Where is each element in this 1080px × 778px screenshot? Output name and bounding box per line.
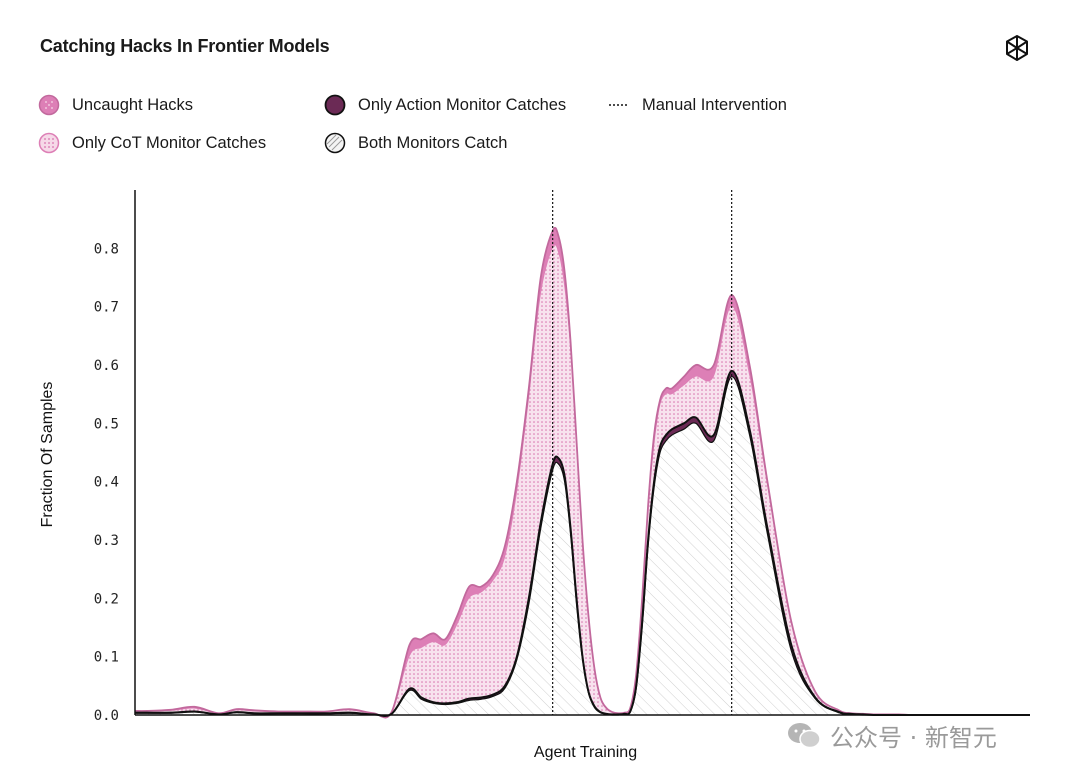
wechat-icon	[788, 722, 821, 748]
action-only-swatch-icon	[324, 94, 346, 116]
legend-item-action-only: Only Action Monitor Catches	[324, 94, 566, 116]
legend-item-cot-only: Only CoT Monitor Catches	[38, 132, 266, 154]
area-only-cot-monitor	[135, 245, 1030, 718]
y-tick-label: 0.0	[94, 708, 119, 724]
y-tick-label: 0.6	[94, 358, 119, 374]
y-axis-title: Fraction Of Samples	[39, 382, 56, 528]
legend-label-both: Both Monitors Catch	[358, 133, 508, 152]
uncaught-swatch-icon	[38, 94, 60, 116]
legend: Uncaught Hacks Only CoT Monitor Catches …	[38, 90, 838, 160]
cot-only-swatch-icon	[38, 132, 60, 154]
y-tick-label: 0.5	[94, 416, 119, 432]
legend-label-cot-only: Only CoT Monitor Catches	[72, 133, 267, 152]
legend-label-action-only: Only Action Monitor Catches	[358, 95, 567, 114]
series-group	[134, 226, 1030, 719]
legend-label-intervention: Manual Intervention	[642, 95, 787, 114]
axes: 0.0 0.1 0.2 0.3 0.4 0.5 0.6 0.7 0.8	[94, 190, 1030, 724]
x-axis-title: Agent Training	[534, 744, 637, 761]
legend-item-intervention: Manual Intervention	[608, 94, 787, 116]
y-tick-label: 0.8	[94, 241, 119, 257]
watermark-text: 公众号 · 新智元	[830, 724, 997, 752]
y-tick-label: 0.7	[94, 300, 119, 316]
legend-item-uncaught: Uncaught Hacks	[38, 94, 193, 116]
legend-label-uncaught: Uncaught Hacks	[72, 95, 194, 114]
y-tick-label: 0.3	[94, 533, 119, 549]
watermark: 公众号 · 新智元	[786, 718, 997, 753]
dotted-line-swatch-icon	[609, 104, 629, 106]
both-swatch-icon	[324, 132, 346, 154]
y-tick-label: 0.1	[94, 650, 119, 666]
legend-item-both: Both Monitors Catch	[324, 132, 507, 154]
chart-title: Catching Hacks In Frontier Models	[40, 36, 330, 56]
y-tick-label: 0.2	[94, 591, 119, 607]
y-tick-label: 0.4	[94, 475, 119, 491]
openai-logo-icon	[1006, 35, 1028, 61]
